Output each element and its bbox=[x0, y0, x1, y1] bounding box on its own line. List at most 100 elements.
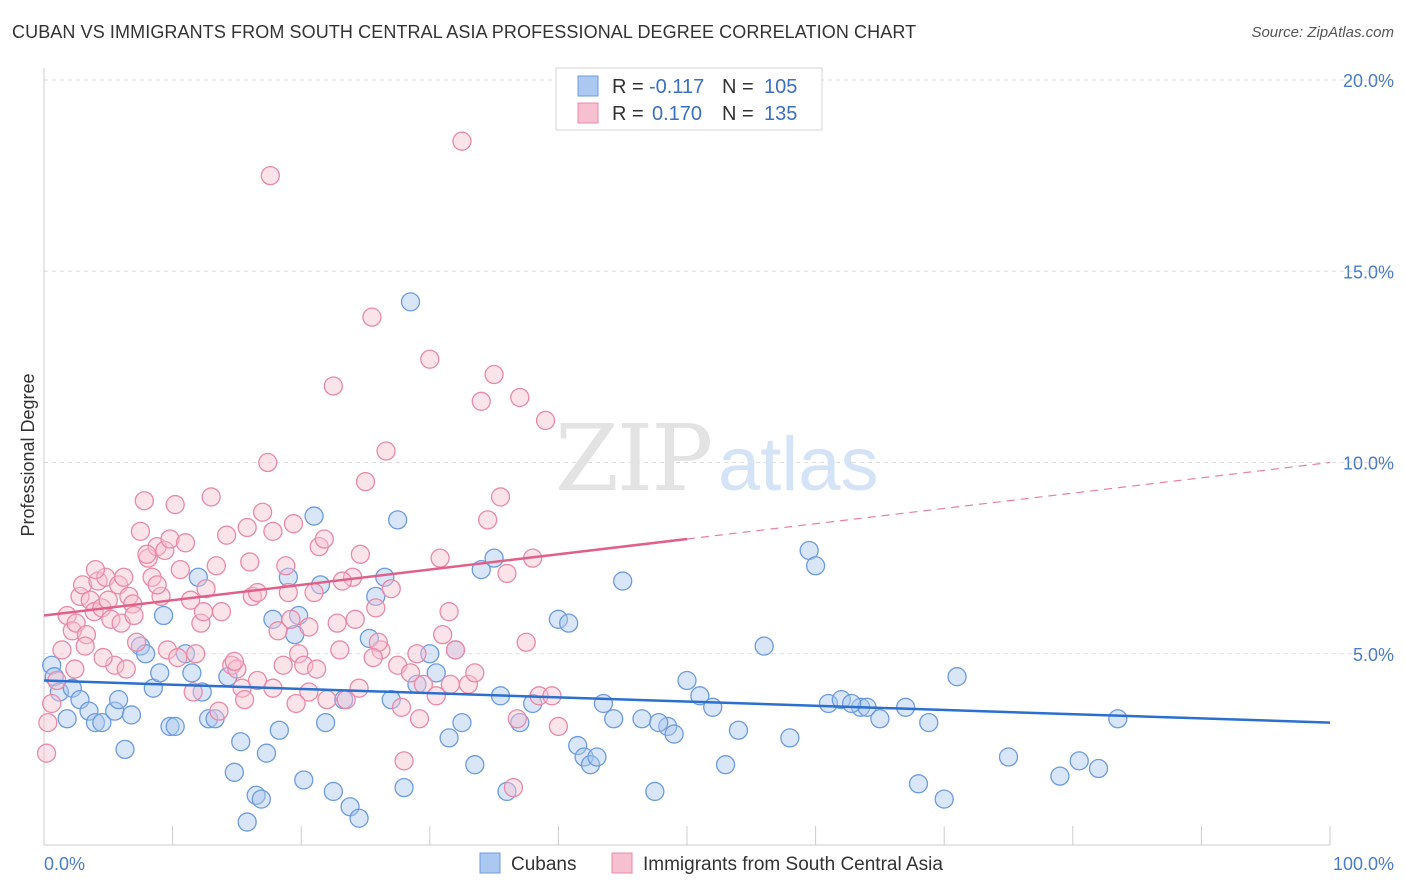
immigrants-point-39 bbox=[206, 556, 226, 576]
watermark-zip: ZIP bbox=[555, 405, 711, 512]
immigrants-point-118 bbox=[168, 647, 188, 668]
cubans-point-38 bbox=[294, 770, 314, 790]
immigrants-point-133 bbox=[363, 647, 383, 668]
watermark-atlas: atlas bbox=[718, 422, 879, 507]
cubans-point-65 bbox=[548, 609, 569, 629]
immigrants-trend-line bbox=[43, 537, 688, 617]
immigrants-point-104 bbox=[247, 670, 268, 691]
immigrants-point-109 bbox=[368, 632, 389, 652]
cubans-point-91 bbox=[870, 709, 890, 729]
cubans-point-75 bbox=[645, 781, 665, 802]
immigrants-point-23 bbox=[130, 521, 151, 541]
cubans-point-55 bbox=[439, 728, 459, 748]
legend-n-label-immigrants: N = bbox=[722, 103, 754, 125]
immigrants-point-123 bbox=[286, 693, 306, 714]
immigrants-point-52 bbox=[273, 655, 293, 675]
immigrants-point-33 bbox=[175, 533, 196, 553]
cubans-point-0 bbox=[42, 655, 62, 675]
legend-n-value-immigrants: 135 bbox=[764, 103, 797, 125]
immigrants-point-66 bbox=[355, 471, 376, 492]
immigrants-point-89 bbox=[497, 563, 517, 584]
immigrants-point-101 bbox=[137, 544, 157, 564]
immigrants-point-81 bbox=[445, 640, 466, 660]
immigrants-point-73 bbox=[394, 751, 414, 771]
cubans-point-95 bbox=[934, 789, 954, 809]
immigrants-point-38 bbox=[201, 487, 221, 507]
legend-r-value-cubans: -0.117 bbox=[649, 76, 704, 98]
immigrants-point-105 bbox=[276, 556, 296, 576]
cubans-point-103 bbox=[649, 712, 669, 733]
y-tick-labels: 5.0% 10.0% 15.0% 20.0% bbox=[1343, 71, 1394, 665]
cubans-point-11 bbox=[115, 739, 135, 760]
immigrants-point-106 bbox=[299, 617, 319, 637]
bottom-legend-swatch-immigrants bbox=[611, 852, 633, 874]
immigrants-point-45 bbox=[237, 517, 257, 538]
y-axis-label: Professional Degree bbox=[18, 373, 38, 536]
cubans-point-86 bbox=[805, 556, 826, 576]
immigrants-point-116 bbox=[124, 605, 144, 626]
immigrants-point-54 bbox=[283, 514, 304, 534]
cubans-point-70 bbox=[587, 747, 607, 767]
cubans-point-72 bbox=[604, 709, 624, 729]
cubans-point-4 bbox=[62, 678, 82, 698]
immigrants-point-126 bbox=[65, 659, 85, 679]
cubans-point-78 bbox=[677, 670, 697, 691]
cubans-point-21 bbox=[182, 663, 202, 683]
immigrants-point-86 bbox=[478, 510, 498, 530]
y-tick-label-3: 20.0% bbox=[1343, 71, 1394, 91]
immigrants-point-41 bbox=[216, 525, 237, 545]
immigrants-point-71 bbox=[381, 579, 401, 599]
cubans-point-99 bbox=[1069, 751, 1089, 771]
chart-title: CUBAN VS IMMIGRANTS FROM SOUTH CENTRAL A… bbox=[12, 22, 917, 42]
immigrants-point-97 bbox=[548, 716, 569, 737]
immigrants-point-92 bbox=[516, 632, 536, 652]
immigrants-point-36 bbox=[191, 613, 211, 633]
cubans-point-6 bbox=[79, 701, 99, 721]
y-tick-label-0: 5.0% bbox=[1353, 645, 1394, 665]
cubans-point-64 bbox=[523, 693, 543, 714]
cubans-point-22 bbox=[188, 567, 208, 587]
immigrants-point-124 bbox=[306, 659, 327, 679]
immigrants-point-51 bbox=[268, 621, 288, 641]
cubans-point-79 bbox=[690, 686, 710, 706]
legend-n-value-cubans: 105 bbox=[764, 76, 797, 98]
immigrants-point-8 bbox=[70, 586, 90, 607]
immigrants-point-90 bbox=[503, 777, 524, 798]
cubans-point-27 bbox=[224, 762, 244, 782]
immigrants-point-134 bbox=[409, 709, 430, 729]
immigrants-point-132 bbox=[345, 609, 365, 629]
immigrants-point-87 bbox=[484, 364, 504, 385]
cubans-point-84 bbox=[780, 728, 800, 748]
cubans-point-71 bbox=[593, 693, 614, 714]
immigrants-point-17 bbox=[105, 655, 125, 675]
cubans-point-7 bbox=[85, 712, 106, 733]
cubans-point-94 bbox=[919, 712, 939, 733]
immigrants-point-128 bbox=[93, 647, 113, 668]
cubans-point-28 bbox=[231, 732, 251, 752]
cubans-point-69 bbox=[580, 755, 601, 775]
cubans-point-30 bbox=[246, 785, 266, 805]
immigrants-point-108 bbox=[350, 544, 371, 564]
immigrants-point-125 bbox=[327, 613, 347, 633]
immigrants-point-32 bbox=[170, 559, 190, 580]
immigrants-point-77 bbox=[420, 349, 440, 369]
cubans-point-74 bbox=[632, 709, 652, 729]
cubans-point-100 bbox=[1088, 758, 1109, 779]
cubans-point-3 bbox=[57, 709, 77, 729]
y-tick-label-1: 10.0% bbox=[1343, 454, 1394, 474]
cubans-point-45 bbox=[349, 808, 369, 828]
immigrants-point-55 bbox=[288, 644, 309, 664]
cubans-point-47 bbox=[366, 586, 386, 607]
cubans-point-96 bbox=[947, 667, 967, 687]
cubans-point-49 bbox=[387, 510, 408, 530]
bottom-legend-swatch-cubans bbox=[479, 852, 501, 874]
immigrants-point-127 bbox=[75, 636, 95, 656]
immigrants-point-4 bbox=[52, 640, 72, 660]
immigrants-point-113 bbox=[85, 559, 106, 580]
immigrants-point-35 bbox=[186, 644, 206, 664]
immigrants-point-37 bbox=[196, 579, 216, 599]
immigrants-point-103 bbox=[224, 651, 244, 672]
immigrants-point-68 bbox=[366, 598, 386, 618]
cubans-point-88 bbox=[831, 690, 851, 710]
immigrants-point-110 bbox=[391, 697, 412, 717]
